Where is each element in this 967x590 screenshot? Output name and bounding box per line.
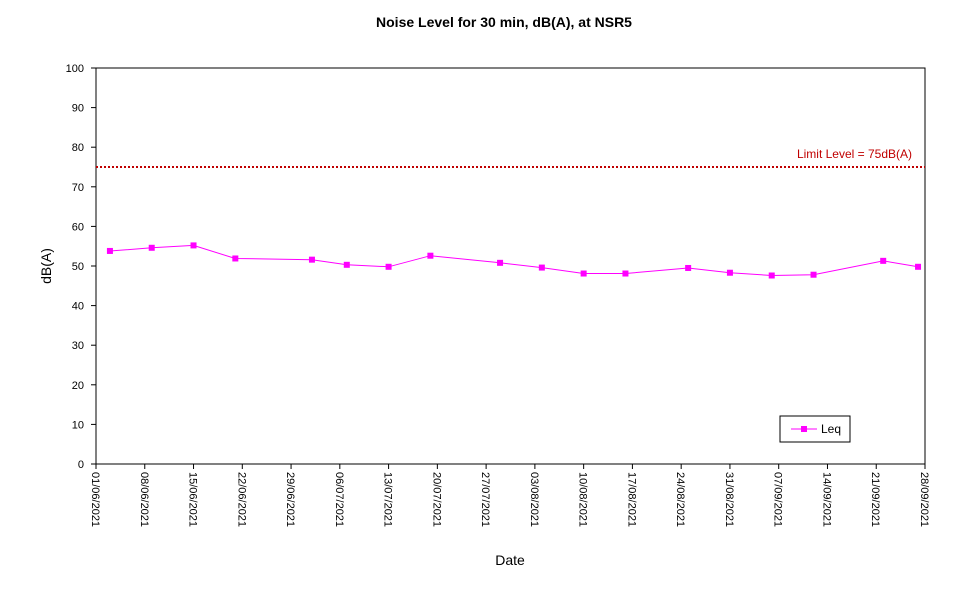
y-tick-label: 60 <box>72 221 84 233</box>
data-point <box>190 242 197 249</box>
data-point <box>343 261 350 268</box>
legend: Leq <box>779 415 851 443</box>
limit-level: Limit Level = 75dB(A) <box>96 147 925 168</box>
data-point <box>915 263 922 270</box>
x-tick-label: 24/08/2021 <box>674 472 686 527</box>
y-tick-label: 40 <box>72 301 84 313</box>
x-tick-label: 27/07/2021 <box>479 472 491 527</box>
x-tick-label: 22/06/2021 <box>235 472 247 527</box>
chart-title: Noise Level for 30 min, dB(A), at NSR5 <box>376 14 632 30</box>
data-point <box>148 244 155 251</box>
data-point <box>768 272 775 279</box>
plot-area <box>95 67 926 465</box>
x-tick-label: 17/08/2021 <box>625 472 637 527</box>
x-tick-label: 28/09/2021 <box>918 472 930 527</box>
legend-marker <box>801 426 807 432</box>
data-point <box>308 256 315 263</box>
data-point <box>497 259 504 266</box>
x-tick-label: 20/07/2021 <box>430 472 442 527</box>
data-point <box>385 263 392 270</box>
data-point <box>685 264 692 271</box>
x-tick-label: 10/08/2021 <box>577 472 589 527</box>
data-point <box>622 270 629 277</box>
y-axis-label: dB(A) <box>38 248 54 284</box>
y-tick-label: 0 <box>78 459 84 471</box>
data-point <box>726 269 733 276</box>
x-tick-label: 08/06/2021 <box>138 472 150 527</box>
data-point <box>232 255 239 262</box>
limit-level-label: Limit Level = 75dB(A) <box>797 147 912 161</box>
legend-label-leq: Leq <box>821 422 841 436</box>
x-tick-label: 21/09/2021 <box>869 472 881 527</box>
series-leq <box>106 242 922 279</box>
y-tick-label: 70 <box>72 182 84 194</box>
data-point <box>580 270 587 277</box>
y-axis-ticks: 0 10 20 30 40 50 60 70 80 90 100 <box>66 63 96 471</box>
data-point <box>880 257 887 264</box>
x-tick-label: 06/07/2021 <box>333 472 345 527</box>
y-tick-label: 50 <box>72 261 84 273</box>
data-point <box>810 271 817 278</box>
y-tick-label: 20 <box>72 380 84 392</box>
x-tick-label: 13/07/2021 <box>382 472 394 527</box>
x-tick-label: 14/09/2021 <box>820 472 832 527</box>
series-line-leq <box>109 244 919 277</box>
x-tick-label: 31/08/2021 <box>723 472 735 527</box>
data-point <box>427 252 434 259</box>
y-tick-label: 90 <box>72 103 84 115</box>
x-tick-label: 07/09/2021 <box>772 472 784 527</box>
y-tick-label: 80 <box>72 142 84 154</box>
x-tick-label: 03/08/2021 <box>528 472 540 527</box>
y-tick-label: 30 <box>72 340 84 352</box>
x-tick-label: 29/06/2021 <box>284 472 296 527</box>
y-tick-label: 10 <box>72 419 84 431</box>
x-tick-label: 01/06/2021 <box>89 472 101 527</box>
x-axis-label: Date <box>495 552 525 568</box>
x-axis-ticks: 01/06/2021 08/06/2021 15/06/2021 22/06/2021… <box>89 464 930 527</box>
y-tick-label: 100 <box>66 63 84 75</box>
data-point <box>106 247 113 254</box>
data-point <box>538 264 545 271</box>
x-tick-label: 15/06/2021 <box>187 472 199 527</box>
